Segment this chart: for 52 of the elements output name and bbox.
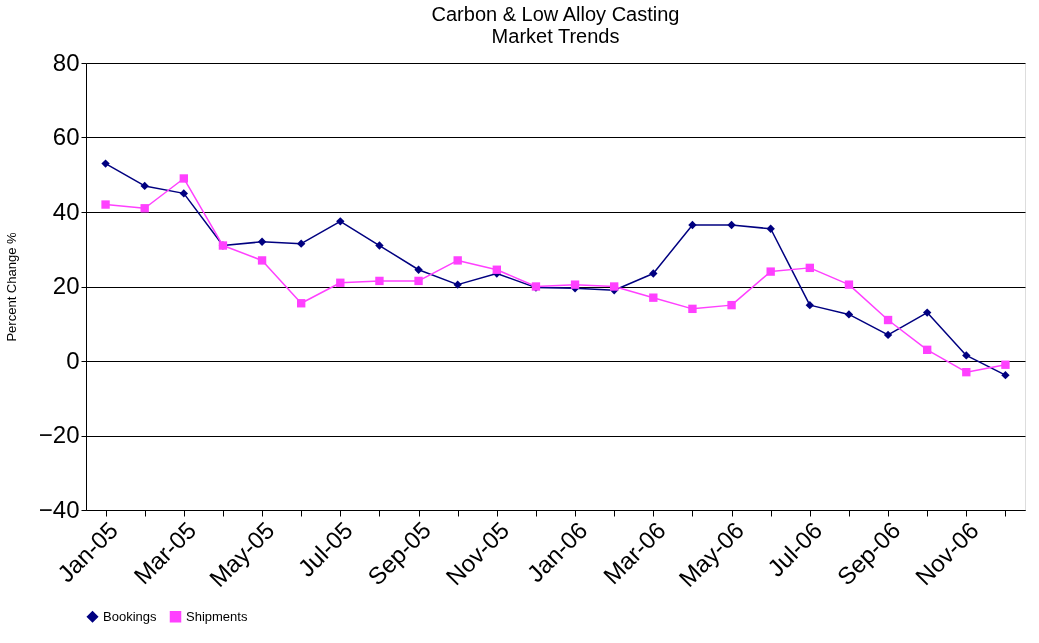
point [688,220,697,230]
point [883,315,893,325]
legend-label: Bookings [103,608,157,624]
point [805,263,814,273]
point [883,330,893,340]
point [844,310,854,319]
point [101,200,110,209]
point [375,276,384,286]
legend-label: Shipments [186,608,248,624]
point [962,351,971,360]
point [923,345,932,355]
point [414,265,423,274]
point [727,220,736,230]
point [492,265,501,274]
point [414,276,423,286]
point [962,367,971,377]
point [453,256,462,265]
point [805,300,814,310]
point [179,189,188,198]
y-tick-label: 40 [52,197,80,225]
point [336,278,345,287]
point [297,239,306,248]
y-tick-label: 20 [52,272,80,299]
point [1001,370,1010,380]
point [101,159,110,168]
point [453,280,462,289]
point [375,241,384,250]
point [923,308,932,317]
point [140,181,149,191]
y-tick-label: −20 [38,421,80,448]
y-tick-label: 60 [52,123,80,150]
point [179,174,188,183]
point [727,300,736,310]
point [766,267,775,276]
y-tick-label: 0 [66,346,80,374]
y-axis-title: Percent Change % [3,232,19,342]
point [844,280,854,289]
point [257,256,267,265]
point [570,280,580,289]
point [649,269,658,278]
y-tick-label: −40 [38,495,80,523]
point [766,224,775,233]
y-tick-label: 80 [52,48,80,76]
point [140,204,149,213]
chart-title: Carbon & Low Alloy Casting Market Trends [431,3,680,47]
point [649,293,658,302]
point [257,237,267,246]
point [336,217,345,226]
point [610,282,619,291]
point [297,299,306,308]
point [1001,360,1010,369]
point [688,304,697,314]
